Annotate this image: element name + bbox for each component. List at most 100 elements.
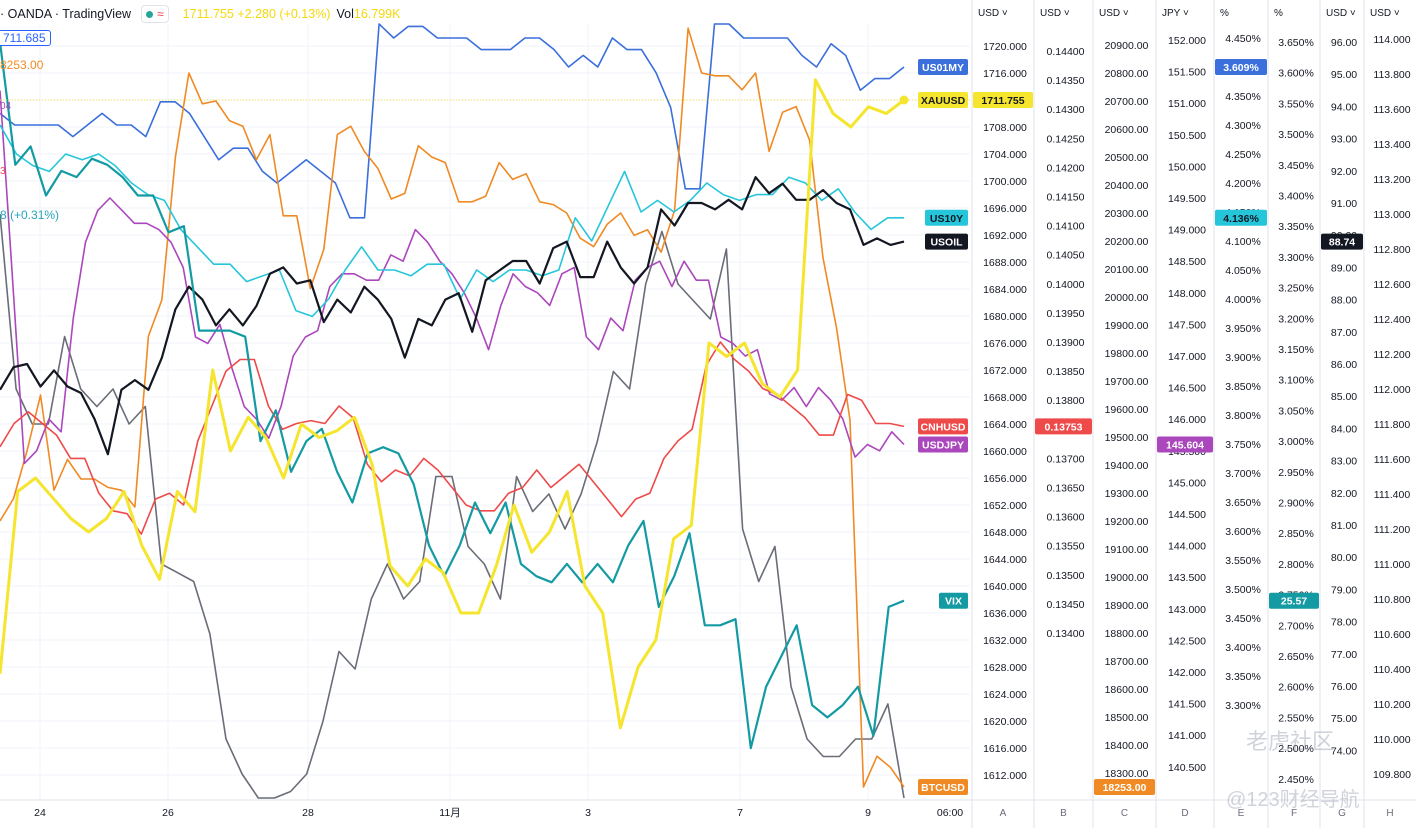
price-axis-f[interactable]: %3.650%3.600%3.550%3.500%3.450%3.400%3.3…	[1268, 0, 1314, 828]
axis-tick-label: 112.400	[1373, 314, 1410, 326]
cnh-side-label: 3	[0, 166, 6, 177]
axis-tick-label: 19600.00	[1105, 404, 1149, 416]
axis-unit-label: JPY ˅	[1162, 8, 1189, 19]
axis-tick-label: 3.400%	[1278, 191, 1314, 203]
series-xauusd[interactable]	[0, 80, 904, 728]
axis-tick-label: 113.400	[1373, 139, 1410, 151]
axis-tick-label: 3.750%	[1225, 439, 1261, 451]
time-axis-label: 24	[34, 807, 46, 819]
price-axis-d[interactable]: JPY ˅152.000151.500151.000150.500150.000…	[1156, 0, 1206, 828]
axis-tick-label: 1612.000	[983, 770, 1027, 782]
axis-tick-label: 0.13800	[1047, 395, 1085, 407]
series-line-xauusd[interactable]	[0, 80, 904, 728]
axis-tick-label: 19400.00	[1105, 460, 1149, 472]
axis-tick-label: 114.000	[1373, 34, 1410, 46]
axis-tick-label: 4.350%	[1225, 91, 1261, 103]
axis-tick-label: 0.13950	[1047, 308, 1085, 320]
axis-tick-label: 3.450%	[1225, 613, 1261, 625]
axis-tick-label: 1636.000	[983, 608, 1027, 620]
axis-tick-label: 4.100%	[1225, 236, 1261, 248]
axis-tick-label: 150.500	[1168, 130, 1206, 142]
axis-tick-label: 141.500	[1168, 699, 1206, 711]
axis-tick-label: 3.300%	[1225, 700, 1261, 712]
axis-tick-label: 146.500	[1168, 383, 1206, 395]
axis-tick-label: 19900.00	[1105, 320, 1149, 332]
axis-tick-label: 94.00	[1331, 101, 1357, 113]
axis-tick-label: 18800.00	[1105, 628, 1149, 640]
time-axis-label: 3	[585, 807, 591, 819]
watermark-line1: 老虎社区	[1246, 724, 1334, 756]
axis-tick-label: 0.14300	[1047, 104, 1085, 116]
series-tag-name: USDJPY	[922, 439, 964, 451]
series-tag-name: USOIL	[930, 237, 963, 249]
axis-tick-label: 4.250%	[1225, 149, 1261, 161]
market-status-pill[interactable]: ≈	[141, 5, 169, 23]
axis-tick-label: 3.700%	[1225, 468, 1261, 480]
price-axis-e[interactable]: %4.450%4.400%4.350%4.300%4.250%4.200%4.1…	[1214, 0, 1261, 828]
series-tag-name: US10Y	[930, 213, 963, 225]
axis-tick-label: 3.600%	[1278, 68, 1314, 80]
time-axis-label: 7	[737, 807, 743, 819]
header-price: 1711.755 +2.280 (+0.13%)	[183, 7, 331, 21]
volume-value: 16.799K	[354, 7, 401, 21]
axis-tick-label: 2.800%	[1278, 559, 1314, 571]
axis-tick-label: 0.13550	[1047, 541, 1085, 553]
axis-tick-label: 86.00	[1331, 359, 1357, 371]
axis-tick-label: 84.00	[1331, 423, 1357, 435]
axis-tick-label: 76.00	[1331, 681, 1357, 693]
axis-letter: C	[1121, 808, 1128, 819]
axis-tick-label: 3.900%	[1225, 352, 1261, 364]
series-value-label: 3.609%	[1223, 62, 1259, 74]
series-us01my[interactable]	[0, 24, 904, 218]
axis-tick-label: 0.14400	[1047, 46, 1085, 58]
price-axis-b[interactable]: USD ˅0.144000.143500.143000.142500.14200…	[1034, 0, 1085, 828]
axis-tick-label: 149.000	[1168, 225, 1206, 237]
axis-tick-label: 112.600	[1373, 279, 1410, 291]
axis-tick-label: 0.13650	[1047, 483, 1085, 495]
axis-tick-label: 142.500	[1168, 635, 1206, 647]
series-tag-name: US01MY	[922, 62, 964, 74]
series-line-btcusd[interactable]	[0, 28, 904, 787]
axis-tick-label: 3.400%	[1225, 642, 1261, 654]
price-axis-h[interactable]: USD ˅114.000113.800113.600113.400113.200…	[1364, 0, 1411, 828]
axis-tick-label: 110.400	[1373, 664, 1410, 676]
price-axis-a[interactable]: USD ˅1720.0001716.0001712.0001708.000170…	[972, 0, 1027, 828]
axis-tick-label: 111.400	[1374, 489, 1411, 501]
axis-tick-label: 19000.00	[1105, 572, 1149, 584]
axis-tick-label: 3.200%	[1278, 313, 1314, 325]
axis-tick-label: 89.00	[1331, 262, 1357, 274]
series-line-us01my[interactable]	[0, 24, 904, 218]
axis-tick-label: 1720.000	[983, 41, 1027, 53]
axis-tick-label: 111.600	[1374, 454, 1411, 466]
price-chip[interactable]: 711.685	[0, 30, 51, 46]
series-btcusd[interactable]	[0, 28, 904, 787]
axis-tick-label: 1620.000	[983, 716, 1027, 728]
axis-tick-label: 75.00	[1331, 713, 1357, 725]
chart-title: · OANDA · TradingView	[0, 7, 131, 21]
axis-tick-label: 3.250%	[1278, 283, 1314, 295]
axis-tick-label: 140.500	[1168, 762, 1206, 774]
axis-tick-label: 96.00	[1331, 37, 1357, 49]
axis-tick-label: 18400.00	[1105, 740, 1149, 752]
axis-tick-label: 1688.000	[983, 257, 1027, 269]
price-axis-c[interactable]: USD ˅20900.0020800.0020700.0020600.00205…	[1093, 0, 1149, 828]
series-value-label: 145.604	[1166, 439, 1204, 451]
axis-tick-label: 19700.00	[1105, 376, 1149, 388]
axis-tick-label: 2.600%	[1278, 682, 1314, 694]
axis-tick-label: 2.700%	[1278, 620, 1314, 632]
axis-tick-label: 0.13700	[1047, 453, 1085, 465]
axis-tick-label: 0.13450	[1047, 599, 1085, 611]
chart-header: · OANDA · TradingView ≈ 1711.755 +2.280 …	[0, 4, 400, 24]
price-axis-g[interactable]: USD ˅96.0095.0094.0093.0092.0091.0090.00…	[1320, 0, 1357, 828]
series-tag-usdjpy[interactable]: USDJPY 145.604	[918, 436, 1213, 452]
series-value-label: 25.57	[1281, 596, 1307, 608]
axis-tick-label: 1664.000	[983, 419, 1027, 431]
axis-tick-label: 143.000	[1168, 604, 1206, 616]
axis-tick-label: 1668.000	[983, 392, 1027, 404]
series-value-label: 1711.755	[981, 95, 1024, 107]
